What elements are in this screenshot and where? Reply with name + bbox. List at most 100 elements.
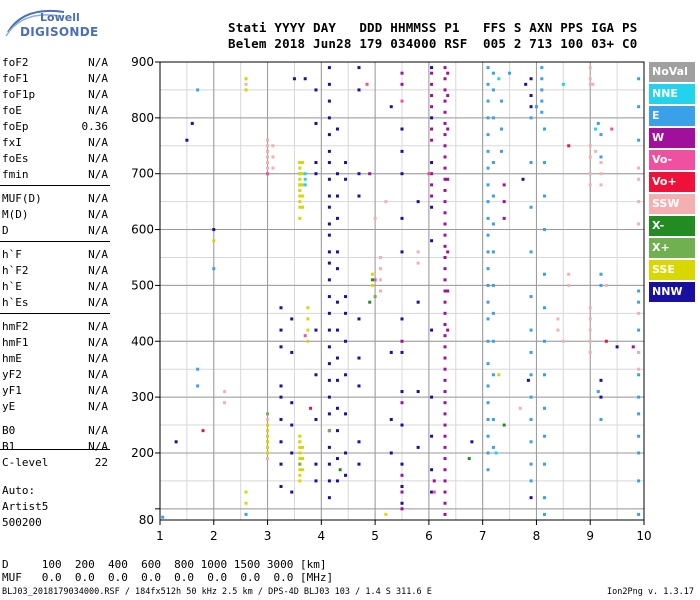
data-point-x [373,295,377,299]
data-point-e [599,133,603,137]
data-point-nnw [314,462,318,466]
data-point-sse [266,451,270,455]
data-point-e [543,512,547,516]
data-point-w [443,390,447,394]
data-point-w [400,82,404,86]
data-point-nnw [174,440,178,444]
data-point-nnw [344,412,348,416]
data-point-e [637,512,641,516]
data-point-w [430,94,434,98]
legend-item-sse: SSE [649,260,695,280]
data-point-nnw [526,378,530,382]
data-point-sse [497,373,501,377]
legend-item-vo: Vo- [649,150,695,170]
data-point-sse [306,317,310,321]
data-point-w [443,512,447,516]
data-point-nnw [389,350,393,354]
data-point-ssw [599,172,603,176]
data-point-nnw [279,462,283,466]
header-values: Belem 2018 Jun28 179 034000 RSF 005 2 71… [228,36,638,51]
data-point-ssw [588,144,592,148]
data-point-ssw [556,317,560,321]
data-point-e [486,384,490,388]
data-point-e [486,82,490,86]
data-point-w [443,77,447,81]
param-row-yf2: yF2 N/A [2,368,108,384]
data-point-nnw [335,300,339,304]
data-point-ssw [637,367,641,371]
data-point-nnw [400,501,404,505]
data-point-w [443,300,447,304]
data-point-nnw [335,356,339,360]
data-point-ssw [223,390,227,394]
data-point-sse [301,161,305,165]
legend-item-vo: Vo+ [649,172,695,192]
param-value: N/A [88,264,108,277]
data-point-ssw [588,183,592,187]
data-point-sse [306,328,310,332]
param-name: hmE [2,352,22,365]
data-point-nnw [400,462,404,466]
data-point-w [443,278,447,282]
data-point-nnw [279,306,283,310]
param-value: N/A [88,384,108,397]
param-row-fxi: fxI N/A [2,136,108,152]
data-point-nnw [400,317,404,321]
data-point-nnw [400,484,404,488]
data-point-nnw [327,66,331,70]
data-point-w [443,188,447,192]
x-tick-label: 9 [586,529,594,543]
data-point-nnw [335,479,339,483]
data-point-nnw [529,105,533,109]
data-point-ssw [588,172,592,176]
data-point-nnw [400,390,404,394]
data-point-e [529,373,533,377]
x-tick-label: 1 [156,529,164,543]
param-name: hmF2 [2,320,29,333]
data-point-nnw [335,172,339,176]
param-name: D [2,224,9,237]
data-point-sse [298,440,302,444]
data-point-nnw [430,66,434,70]
data-point-nnw [327,161,331,165]
data-point-sse [212,239,216,243]
file-info-footer: BLJ03_2018179034000.RSF / 184fx512h 50 k… [2,587,432,597]
data-point-sse [301,468,305,472]
data-point-nnw [389,451,393,455]
param-row-hmf1: hmF1 N/A [2,336,108,352]
data-point-sse [370,272,374,276]
data-point-nnw [327,149,331,153]
data-point-e [529,440,533,444]
data-point-e [529,417,533,421]
param-row-hmf2: hmF2 N/A [2,320,108,336]
data-point-w [446,177,450,181]
data-point-vo [266,172,270,176]
param-name: M(D) [2,208,29,221]
data-point-sse [298,434,302,438]
data-point-w [446,71,450,75]
legend-item-ssw: SSW [649,194,695,214]
param-name: h`F2 [2,264,29,277]
data-point-w [443,133,447,137]
param-name: fxI [2,136,22,149]
data-point-vo [427,172,431,176]
data-point-e [599,283,603,287]
param-row-b0: B0 N/A [2,424,108,440]
data-point-e [637,412,641,416]
data-point-e [637,300,641,304]
data-point-nnw [327,462,331,466]
data-point-ssw [271,144,275,148]
data-point-nnw [314,479,318,483]
data-point-nnw [416,445,420,449]
data-point-vo [567,144,571,148]
data-point-nne [303,177,307,181]
data-point-w [446,127,450,131]
x-tick-label: 6 [425,529,433,543]
data-point-w [443,423,447,427]
data-point-w [443,88,447,92]
param-separator [0,449,110,450]
data-point-nnw [327,445,331,449]
param-value: N/A [88,320,108,333]
param-name: h`E [2,280,22,293]
data-point-e [529,350,533,354]
